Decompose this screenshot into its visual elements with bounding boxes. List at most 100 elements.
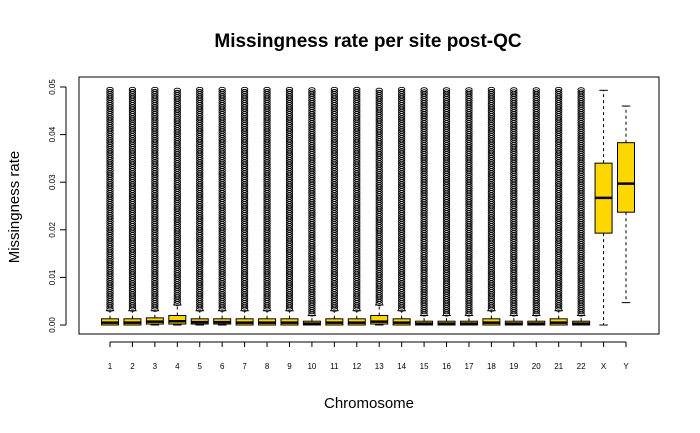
- y-tick-label: 0.01: [48, 269, 57, 285]
- boxes: [101, 86, 636, 326]
- x-tick-label: 20: [532, 362, 541, 371]
- outlier-point: [240, 89, 249, 94]
- outlier-point: [173, 87, 181, 93]
- box-chr-12: [347, 86, 366, 326]
- box-iqr: [370, 314, 389, 325]
- outlier-point: [128, 86, 137, 92]
- outlier-point: [487, 89, 496, 94]
- box-chr-Y: [617, 105, 636, 304]
- outlier-point: [577, 89, 585, 95]
- outlier-point: [106, 89, 114, 94]
- x-tick-label: 12: [352, 362, 361, 371]
- y-tick-label: 0.04: [48, 126, 57, 142]
- outlier-point: [375, 89, 383, 95]
- x-tick-label: Y: [623, 362, 629, 371]
- box-chr-18: [482, 86, 501, 326]
- box-iqr: [617, 142, 636, 213]
- x-tick-label: 3: [153, 362, 158, 371]
- x-tick-label: 14: [397, 362, 406, 371]
- box-chr-20: [527, 87, 546, 326]
- x-tick-label: 4: [175, 362, 180, 371]
- outlier-point: [442, 89, 451, 95]
- outlier-point: [196, 89, 204, 94]
- chart-title: Missingness rate per site post-QC: [214, 31, 522, 52]
- x-tick-label: X: [601, 362, 607, 371]
- box-chr-22: [572, 87, 591, 326]
- outlier-point: [555, 89, 563, 94]
- x-tick-label: 21: [554, 362, 563, 371]
- x-tick-label: 1: [108, 362, 113, 371]
- y-ticks: 0.00 0.01 0.02 0.03 0.04 0.05: [48, 79, 66, 333]
- x-tick-label: 6: [220, 362, 225, 371]
- x-tick-label: 2: [130, 362, 135, 371]
- outlier-point: [263, 89, 271, 94]
- outlier-point: [173, 89, 181, 95]
- outlier-point: [330, 89, 338, 94]
- box-chr-15: [415, 87, 434, 326]
- outlier-point: [577, 87, 585, 93]
- box-chr-6: [213, 86, 232, 326]
- box-chr-11: [325, 86, 344, 326]
- outlier-point: [510, 87, 518, 93]
- outlier-point: [353, 86, 361, 92]
- box-chr-19: [504, 87, 523, 326]
- x-tick-label: 9: [287, 362, 292, 371]
- y-axis-title: Missingness rate: [6, 151, 23, 264]
- box-chr-8: [258, 86, 277, 326]
- x-tick-label: 16: [442, 362, 451, 371]
- box-chr-14: [392, 86, 411, 326]
- box-chr-4: [168, 87, 187, 326]
- outlier-point: [151, 89, 159, 94]
- y-tick-label: 0.00: [48, 317, 57, 333]
- box-chr-16: [437, 87, 456, 326]
- outlier-point: [465, 89, 473, 95]
- box-chr-7: [235, 86, 254, 326]
- outlier-point: [487, 86, 496, 92]
- outlier-point: [420, 89, 428, 95]
- box-chr-5: [190, 86, 209, 326]
- box-chr-13: [370, 87, 389, 326]
- outlier-point: [375, 87, 383, 93]
- outlier-point: [398, 89, 406, 94]
- outlier-point: [353, 89, 361, 94]
- x-tick-label: 5: [198, 362, 203, 371]
- outlier-point: [196, 86, 204, 92]
- outlier-point: [218, 89, 226, 94]
- y-tick-label: 0.05: [48, 79, 57, 95]
- outlier-point: [420, 87, 428, 93]
- outlier-point: [532, 89, 540, 95]
- outlier-point: [308, 89, 316, 95]
- x-axis-title: Chromosome: [324, 395, 414, 412]
- outlier-point: [330, 86, 338, 92]
- outlier-point: [151, 86, 159, 92]
- box-iqr: [168, 314, 187, 325]
- x-tick-label: 7: [242, 362, 247, 371]
- box-chr-21: [549, 86, 568, 326]
- x-tick-label: 8: [265, 362, 270, 371]
- outlier-point: [308, 87, 316, 93]
- plot-frame: [78, 76, 660, 335]
- outlier-point: [442, 87, 451, 93]
- outlier-point: [263, 86, 271, 92]
- x-tick-label: 15: [420, 362, 429, 371]
- x-tick-label: 17: [465, 362, 474, 371]
- outlier-point: [555, 86, 563, 92]
- y-tick-label: 0.03: [48, 174, 57, 190]
- outlier-point: [532, 87, 540, 93]
- box-chr-3: [145, 86, 164, 326]
- outlier-point: [106, 86, 114, 92]
- x-ticks: 1 2 3 4 5 6 7 8 9 10 11 12 13 14 15 16 17 18 19 20 21 22 X Y: [108, 342, 629, 371]
- outlier-point: [218, 86, 226, 92]
- outlier-point: [398, 86, 406, 92]
- outlier-point: [240, 86, 249, 92]
- box-chr-1: [101, 86, 119, 326]
- outlier-point: [128, 89, 137, 94]
- outlier-point: [285, 89, 294, 94]
- outlier-point: [285, 86, 294, 92]
- x-tick-label: 10: [307, 362, 316, 371]
- y-tick-label: 0.02: [48, 221, 57, 237]
- box-chr-2: [123, 86, 142, 326]
- box-chr-9: [280, 86, 299, 326]
- x-tick-label: 13: [375, 362, 384, 371]
